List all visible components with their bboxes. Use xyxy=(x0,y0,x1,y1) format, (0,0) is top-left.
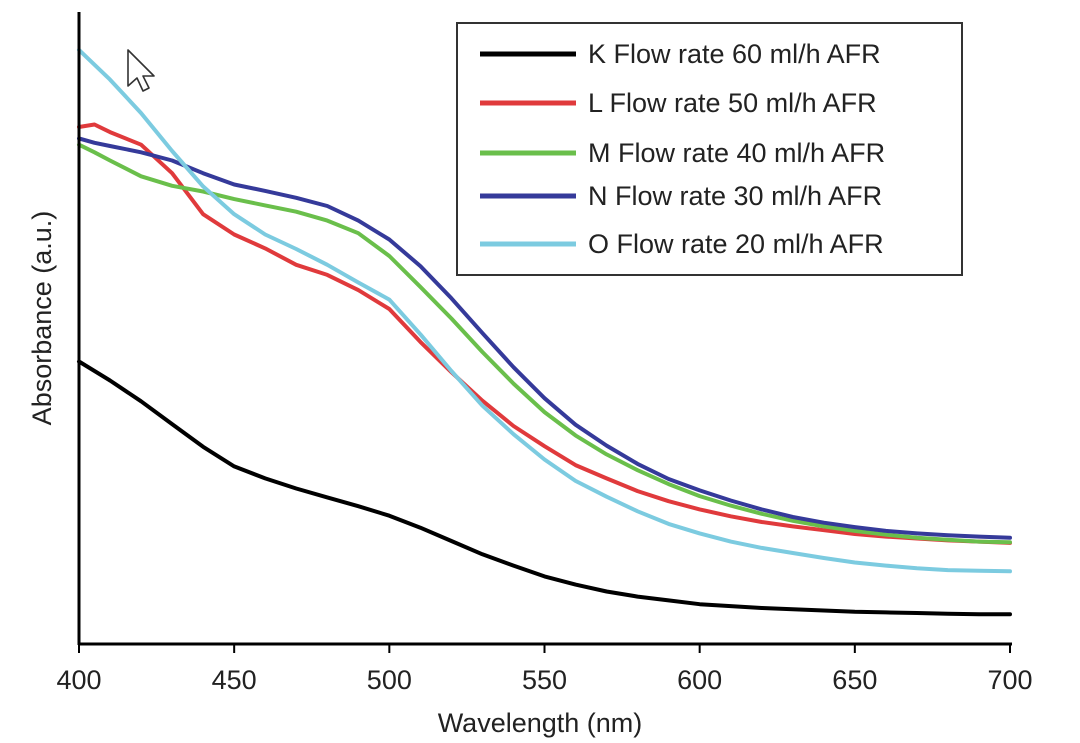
legend: K Flow rate 60 ml/h AFR L Flow rate 50 ml… xyxy=(456,22,963,276)
series-line-l xyxy=(77,122,1012,545)
legend-label-o: O Flow rate 20 ml/h AFR xyxy=(588,229,884,259)
legend-items: K Flow rate 60 ml/h AFR L Flow rate 50 ml… xyxy=(480,39,885,259)
x-axis-title: Wavelength (nm) xyxy=(438,708,643,738)
x-tick-label-700: 700 xyxy=(987,665,1032,695)
mouse-pointer-icon xyxy=(127,49,155,92)
y-axis-title: Absorbance (a.u.) xyxy=(27,211,57,426)
series-line-n xyxy=(77,136,1012,540)
series-layer xyxy=(77,47,1012,617)
legend-label-l: L Flow rate 50 ml/h AFR xyxy=(588,88,877,118)
legend-label-m: M Flow rate 40 ml/h AFR xyxy=(588,138,885,168)
series-line-o xyxy=(77,47,1012,574)
x-tick-label-550: 550 xyxy=(522,665,567,695)
x-tick-label-400: 400 xyxy=(56,665,101,695)
legend-label-k: K Flow rate 60 ml/h AFR xyxy=(588,39,881,69)
x-tick-label-500: 500 xyxy=(367,665,412,695)
x-ticks: 400 450 500 550 600 650 700 xyxy=(56,644,1033,695)
x-tick-label-450: 450 xyxy=(212,665,257,695)
series-line-k xyxy=(77,359,1012,617)
legend-label-n: N Flow rate 30 ml/h AFR xyxy=(588,181,882,211)
x-tick-label-650: 650 xyxy=(832,665,877,695)
x-tick-label-600: 600 xyxy=(677,665,722,695)
legend-box xyxy=(456,22,963,276)
